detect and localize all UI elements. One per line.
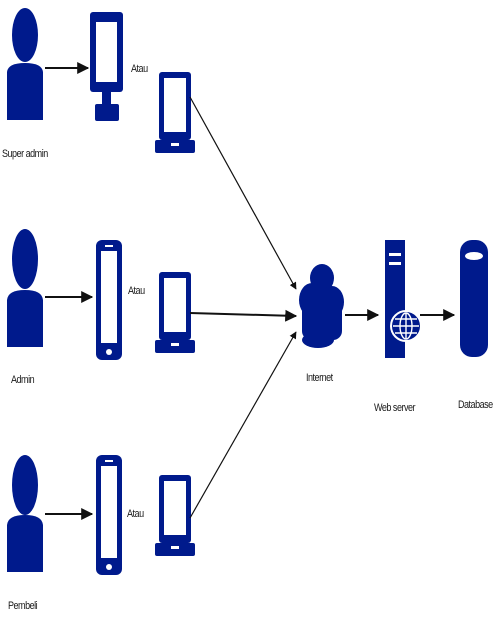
laptop-icon [155, 475, 195, 556]
database-cylinder-icon [460, 240, 488, 357]
atau-label: Atau [131, 63, 148, 75]
web-server-label: Web server [374, 402, 416, 414]
smartphone-icon [96, 240, 122, 360]
laptop-icon [155, 272, 195, 353]
arrow-laptop2-to-internet [189, 309, 298, 322]
admin-label: Admin [11, 374, 35, 386]
internet-label: Internet [306, 372, 333, 384]
web-server-icon [385, 240, 422, 358]
super-admin-user-icon [7, 8, 43, 120]
super-admin-label: Super admin [2, 148, 48, 160]
desktop-monitor-icon [90, 12, 123, 121]
pembeli-user-icon [7, 455, 43, 572]
admin-user-icon [7, 229, 43, 347]
atau-label: Atau [128, 285, 145, 297]
atau-label: Atau [127, 508, 144, 520]
smartphone-icon [96, 455, 122, 575]
arrow-laptop1-to-internet [189, 96, 297, 290]
database-label: Database [458, 399, 493, 411]
arrow-laptop3-to-internet [189, 331, 297, 519]
internet-cloud-icon [299, 264, 344, 348]
pembeli-label: Pembeli [8, 600, 38, 612]
laptop-icon [155, 72, 195, 153]
